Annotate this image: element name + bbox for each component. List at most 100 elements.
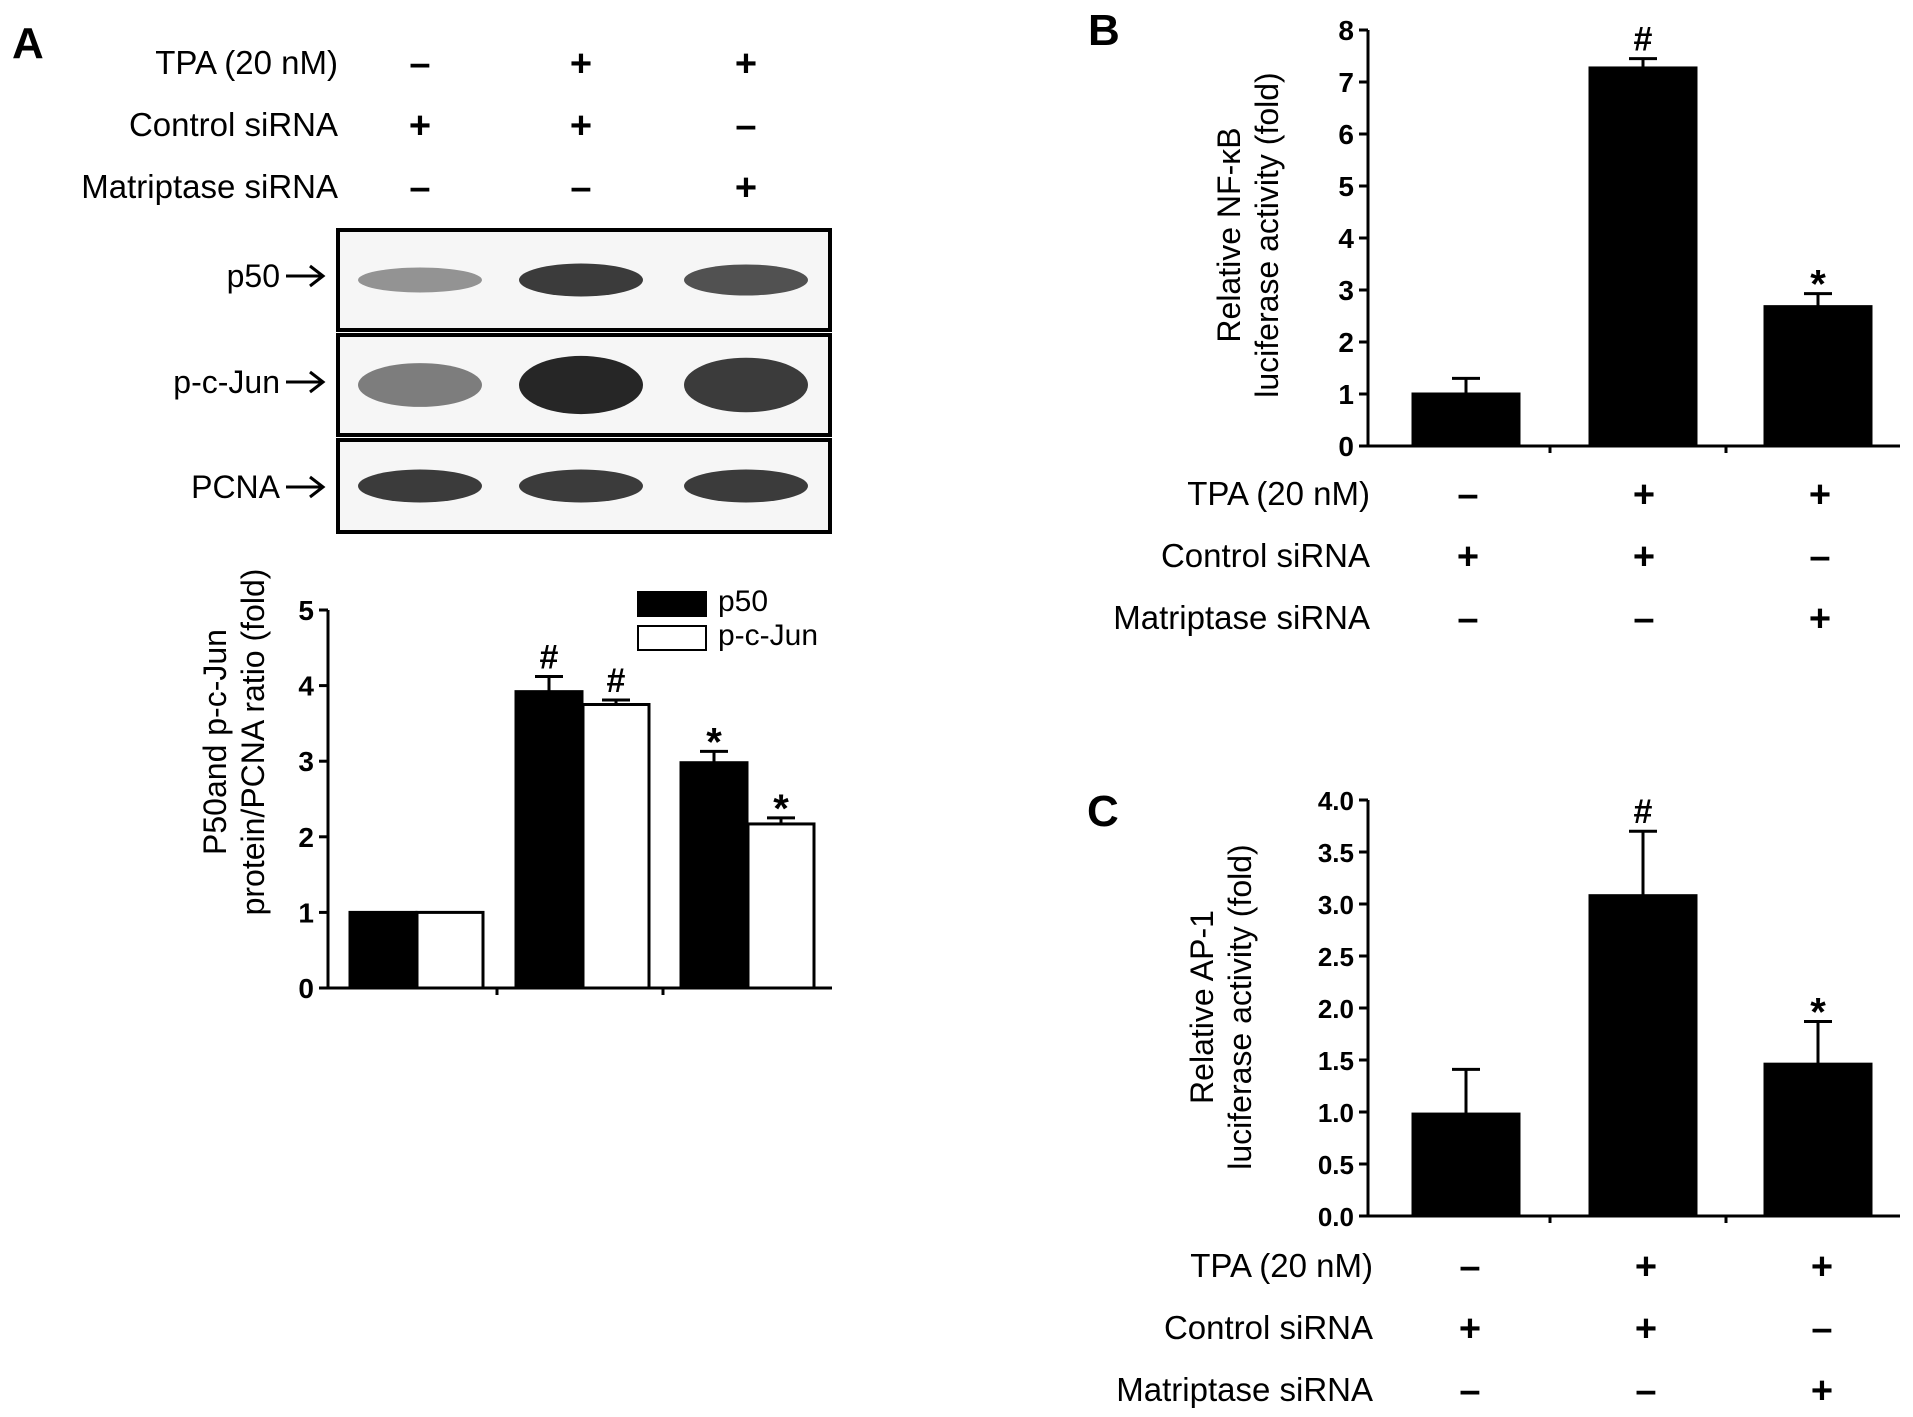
- blot-band: [519, 469, 643, 503]
- blot-label-p50: p50: [227, 258, 280, 294]
- y-tick-label: 5: [298, 595, 314, 626]
- panel-c-conditions: TPA (20 nM) Control siRNA Matriptase siR…: [1116, 1246, 1833, 1412]
- y-tick-label: 0: [298, 973, 314, 1004]
- y-tick-label: 0: [1338, 431, 1354, 462]
- bar: [581, 703, 651, 990]
- condition-sign: +: [570, 105, 592, 147]
- condition-sign: +: [1635, 1246, 1657, 1288]
- condition-sign: –: [570, 167, 591, 209]
- y-tick-label: 4: [1338, 223, 1354, 254]
- significance-hash: #: [607, 662, 626, 700]
- legend-swatch-p50: [637, 591, 707, 617]
- panel-c-ylabel-line2: luciferase activity (fold): [1222, 844, 1258, 1169]
- bar: [1588, 894, 1698, 1218]
- condition-label-matriptase-sirna: Matriptase siRNA: [81, 168, 338, 205]
- panel-b-ylabel-line2: luciferase activity (fold): [1249, 72, 1285, 397]
- condition-sign: –: [1635, 1370, 1656, 1412]
- panel-a-ylabel-line1: P50and p-c-Jun: [197, 629, 233, 855]
- western-blot: p50 p-c-Jun PCNA: [173, 228, 832, 534]
- y-tick-label: 2: [1338, 327, 1354, 358]
- bar: [348, 910, 418, 990]
- panel-a-legend: p50 p-c-Jun: [637, 585, 818, 652]
- condition-sign: +: [735, 43, 757, 85]
- panel-a-conditions: TPA (20 nM) Control siRNA Matriptase siR…: [81, 43, 757, 209]
- condition-sign: +: [570, 43, 592, 85]
- bar: [1588, 66, 1698, 448]
- arrow-icon: [286, 475, 326, 499]
- blot-label-pcna: PCNA: [191, 469, 281, 505]
- y-tick-label: 5: [1338, 171, 1354, 202]
- y-tick-label: 4: [298, 671, 314, 702]
- condition-sign: –: [1457, 474, 1478, 516]
- condition-sign: +: [735, 167, 757, 209]
- condition-label-control-sirna: Control siRNA: [129, 106, 338, 143]
- y-tick-label: 8: [1338, 15, 1354, 46]
- y-tick-label: 6: [1338, 119, 1354, 150]
- y-tick-label: 1.5: [1318, 1046, 1354, 1076]
- blot-band: [684, 264, 808, 296]
- arrow-icon: [286, 370, 326, 394]
- bar: [679, 761, 749, 990]
- y-tick-label: 7: [1338, 67, 1354, 98]
- blot-band: [358, 469, 482, 503]
- condition-sign: +: [1809, 474, 1831, 516]
- panel-letter-b: B: [1088, 6, 1120, 55]
- y-tick-label: 3: [1338, 275, 1354, 306]
- condition-sign: –: [1459, 1370, 1480, 1412]
- panel-a-ylabel-line2: protein/PCNA ratio (fold): [235, 569, 271, 916]
- panel-letter-a: A: [12, 19, 44, 68]
- blot-band: [684, 469, 808, 503]
- condition-sign: +: [409, 105, 431, 147]
- y-tick-label: 2.0: [1318, 994, 1354, 1024]
- condition-sign: +: [1633, 536, 1655, 578]
- bar: [1411, 392, 1521, 448]
- blot-arrows: [286, 264, 326, 499]
- panel-b-bar-chart: 0 1 2 3 4 5 6 7 8 # * Relative NF-κB luciferase ac…: [1211, 15, 1900, 462]
- legend-label-p50: p50: [718, 585, 768, 618]
- condition-sign: –: [1633, 598, 1654, 640]
- condition-label-tpa: TPA (20 nM): [155, 44, 338, 81]
- bar: [415, 910, 485, 990]
- bar: [746, 822, 816, 990]
- panel-a-bar-chart: 0 1 2 3 4 5 # * # * P50and p-c-Jun protein/PCNA r…: [197, 569, 832, 1004]
- bar: [1763, 305, 1873, 448]
- panel-b-conditions: TPA (20 nM) Control siRNA Matriptase siR…: [1113, 474, 1831, 640]
- condition-label-control-sirna: Control siRNA: [1164, 1309, 1373, 1346]
- condition-sign: –: [1811, 1308, 1832, 1350]
- condition-label-matriptase-sirna: Matriptase siRNA: [1113, 599, 1370, 636]
- blot-band: [358, 363, 482, 407]
- condition-sign: +: [1635, 1308, 1657, 1350]
- significance-star: *: [1810, 991, 1826, 1035]
- condition-sign: –: [735, 105, 756, 147]
- blot-band: [358, 267, 482, 293]
- blot-band: [519, 263, 643, 297]
- significance-hash: #: [540, 639, 559, 677]
- blot-band: [519, 355, 643, 415]
- condition-sign: –: [409, 167, 430, 209]
- condition-sign: –: [1457, 598, 1478, 640]
- legend-swatch-p-c-jun: [637, 625, 707, 651]
- y-tick-label: 3.0: [1318, 890, 1354, 920]
- condition-label-tpa: TPA (20 nM): [1187, 475, 1370, 512]
- bar: [514, 690, 584, 990]
- significance-star: *: [773, 787, 789, 831]
- significance-star: *: [706, 720, 722, 764]
- legend-label-p-c-jun: p-c-Jun: [718, 619, 818, 652]
- significance-hash: #: [1634, 21, 1653, 59]
- y-tick-label: 2: [298, 822, 314, 853]
- y-tick-label: 3: [298, 746, 314, 777]
- significance-hash: #: [1634, 793, 1653, 831]
- condition-sign: –: [1809, 536, 1830, 578]
- condition-label-matriptase-sirna: Matriptase siRNA: [1116, 1371, 1373, 1408]
- bar: [1411, 1112, 1521, 1218]
- significance-star: *: [1810, 263, 1826, 307]
- condition-sign: +: [1457, 536, 1479, 578]
- y-tick-label: 0.5: [1318, 1150, 1354, 1180]
- condition-sign: +: [1633, 474, 1655, 516]
- panel-c-bar-chart: 0.0 0.5 1.0 1.5 2.0 2.5 3.0 3.5 4.0 # * Relative A…: [1184, 786, 1900, 1232]
- y-tick-label: 1: [298, 897, 314, 928]
- panel-letter-c: C: [1087, 787, 1119, 836]
- panel-b-ylabel-line1: Relative NF-κB: [1211, 127, 1247, 342]
- bar: [1763, 1062, 1873, 1218]
